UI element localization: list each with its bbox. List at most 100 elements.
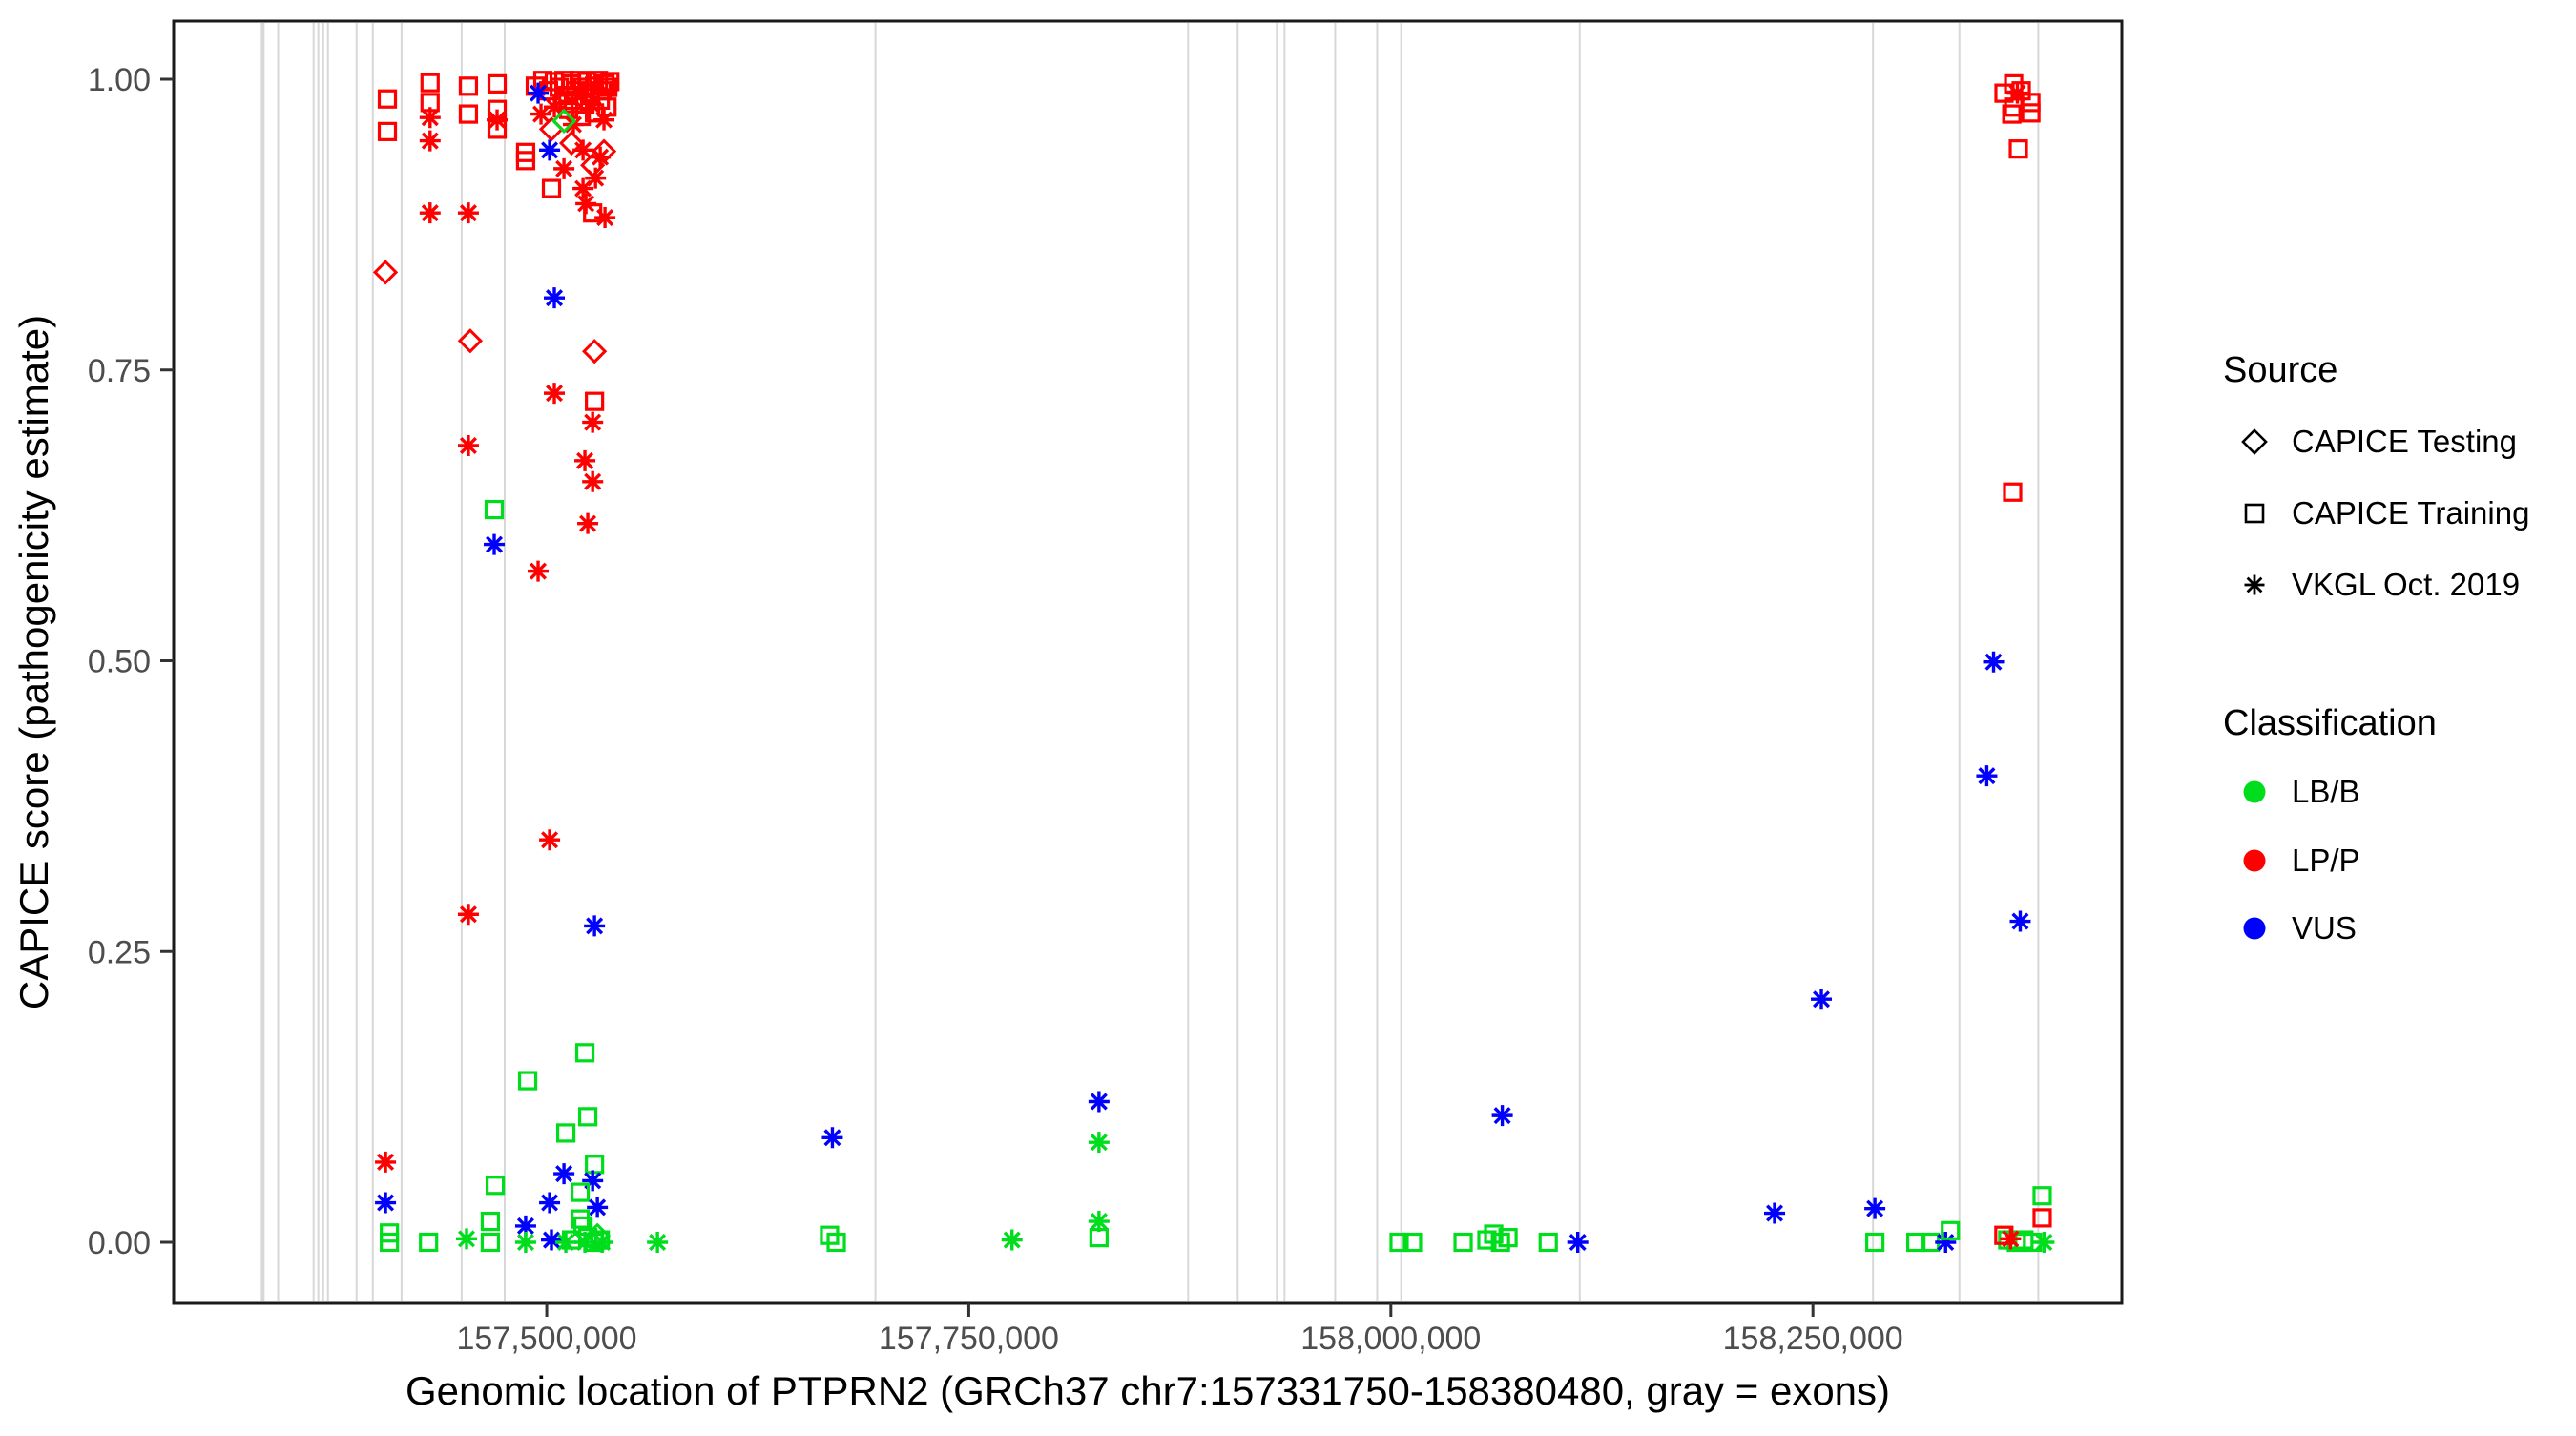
y-tick-label: 0.25 [88, 934, 151, 970]
data-point [380, 1232, 400, 1253]
data-point [555, 1232, 577, 1253]
data-point [577, 1107, 598, 1127]
data-point [821, 1127, 843, 1149]
data-point [1906, 1232, 1926, 1253]
data-point [1567, 1232, 1589, 1253]
data-point [583, 203, 603, 223]
data-point [2002, 104, 2022, 124]
data-point [577, 512, 599, 534]
legend-item-label: VUS [2292, 910, 2357, 946]
data-point [585, 1155, 605, 1175]
legend-item-label: VKGL Oct. 2019 [2292, 567, 2520, 602]
data-point [572, 139, 594, 161]
data-point [457, 328, 484, 354]
data-point [2033, 1232, 2055, 1253]
legend-classification: Classification LB/B LP/P VUS [2223, 703, 2437, 946]
data-point [1089, 1228, 1109, 1248]
data-point [515, 151, 536, 171]
data-point [572, 177, 594, 199]
data-point [591, 138, 617, 164]
data-point [538, 116, 565, 142]
data-point [539, 1192, 561, 1214]
data-point [1389, 1232, 1409, 1253]
data-point [585, 167, 607, 189]
vus-dot-icon [2243, 917, 2266, 940]
data-point [1498, 1228, 1518, 1248]
legend-source-title: Source [2223, 350, 2337, 390]
data-point [480, 1211, 501, 1232]
data-point [582, 470, 604, 492]
data-point [585, 391, 605, 411]
data-point [544, 96, 566, 118]
data-point [1983, 651, 2005, 673]
data-point [487, 73, 508, 94]
data-point [375, 1151, 397, 1173]
data-point [573, 1216, 593, 1237]
legend-item-label: LB/B [2292, 774, 2360, 809]
data-point [539, 829, 561, 851]
data-point [377, 121, 398, 141]
data-point [1088, 1132, 1110, 1154]
data-point [553, 157, 575, 179]
data-point [419, 130, 441, 152]
data-point [1538, 1232, 1558, 1253]
data-point [1994, 1225, 2014, 1245]
x-tick-label: 158,250,000 [1723, 1321, 1903, 1357]
data-point [419, 202, 441, 224]
data-point [574, 1232, 596, 1253]
data-point [592, 1232, 613, 1253]
data-point [480, 1232, 501, 1253]
data-point [594, 207, 616, 229]
data-point [541, 1229, 563, 1251]
data-point [377, 89, 398, 109]
legend-item-label: CAPICE Training [2292, 495, 2529, 531]
data-point [1941, 1220, 1961, 1240]
x-tick-label: 157,500,000 [457, 1321, 637, 1357]
data-point [528, 82, 550, 104]
data-point [551, 108, 577, 135]
points-layer [372, 71, 2055, 1253]
data-point [1865, 1232, 1885, 1253]
y-axis-title: CAPICE score (pathogenicity estimate) [11, 315, 56, 1009]
data-point [372, 260, 399, 285]
data-point [582, 411, 604, 433]
data-point [457, 202, 479, 224]
data-point [1976, 765, 1998, 787]
data-point [1864, 1197, 1886, 1219]
data-point [487, 119, 508, 139]
axis-ticks: 157,500,000 157,750,000 158,000,000 158,250… [88, 62, 1903, 1357]
legend-source: Source CAPICE Testing CAPICE Training VK… [2223, 350, 2529, 602]
data-point [539, 139, 561, 161]
data-point [582, 1170, 604, 1192]
data-point [458, 76, 479, 96]
data-point [484, 499, 505, 520]
data-point [541, 178, 562, 198]
data-point [484, 533, 506, 555]
data-point [1001, 1229, 1023, 1251]
data-point [558, 130, 585, 156]
data-point [514, 1215, 536, 1237]
data-point [2003, 482, 2023, 502]
data-point [375, 1192, 397, 1214]
data-point [544, 287, 566, 309]
data-point [574, 449, 596, 471]
capice-testing-diamond-icon [2241, 428, 2268, 455]
data-point [580, 153, 606, 178]
data-point [420, 73, 440, 93]
legend-item-label: CAPICE Testing [2292, 424, 2517, 459]
data-point [2032, 1208, 2052, 1228]
y-tick-label: 0.00 [88, 1225, 151, 1261]
data-point [1088, 1211, 1110, 1233]
data-point [544, 383, 566, 405]
data-point [419, 107, 441, 129]
lpp-dot-icon [2243, 849, 2266, 872]
data-point [571, 87, 598, 114]
data-point [485, 1176, 506, 1196]
data-point [826, 1232, 846, 1253]
data-point [514, 1232, 536, 1253]
y-tick-label: 1.00 [88, 62, 151, 98]
data-point [593, 109, 615, 131]
data-point [1811, 989, 1833, 1010]
